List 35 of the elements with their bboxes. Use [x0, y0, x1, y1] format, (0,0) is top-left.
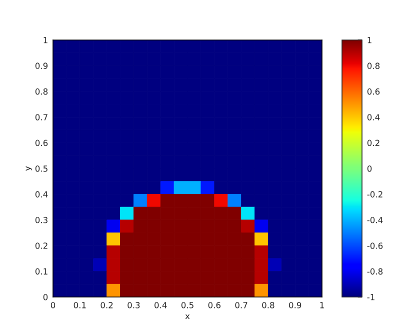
y-tick-label: 0.9	[35, 62, 48, 69]
color-bar-label: -0.2	[367, 191, 382, 198]
y-tick-label: 0	[43, 294, 48, 300]
color-bar-label: 0.4	[367, 114, 380, 120]
color-bar-label: -0.4	[367, 216, 383, 224]
y-tick-label: 0.3	[35, 216, 48, 224]
y-tick-label: 0.5	[35, 165, 48, 172]
x-tick-label: 0.1	[74, 302, 86, 308]
y-axis-title: y	[26, 166, 32, 171]
color-bar-label: 0	[367, 165, 372, 172]
x-tick-label: 1	[320, 302, 324, 308]
y-tick-label: 0.6	[35, 140, 48, 146]
x-tick-label: 0.8	[262, 302, 274, 308]
y-tick-label: 0.4	[35, 191, 48, 198]
x-tick-label: 0.7	[235, 302, 248, 308]
y-tick-label: 1	[44, 37, 48, 44]
color-bar-label: -0.6	[367, 242, 383, 249]
y-tick-label: 0.8	[35, 88, 48, 95]
color-bar-label: 0.6	[367, 88, 380, 95]
x-tick-label: 0.6	[208, 302, 220, 308]
x-tick-label: 0.5	[181, 302, 194, 308]
y-tick-label: 0.2	[35, 242, 48, 249]
x-tick-label: 0.9	[289, 302, 302, 308]
color-bar-label: 0.8	[367, 62, 380, 69]
x-tick-label: 0.3	[128, 302, 140, 308]
color-bar-label: -1	[367, 294, 374, 300]
y-tick-label: 0.7	[35, 114, 48, 120]
color-bar-label: 0.2	[367, 140, 380, 146]
x-tick-label: 0	[50, 302, 56, 308]
y-tick-label: 0.1	[35, 268, 48, 275]
x-tick-label: 0.2	[100, 302, 113, 308]
x-tick-label: 0.4	[154, 302, 167, 308]
x-axis-title: x	[185, 314, 190, 320]
color-bar-label: -0.8	[367, 268, 383, 275]
color-bar-label: 1	[368, 37, 372, 44]
